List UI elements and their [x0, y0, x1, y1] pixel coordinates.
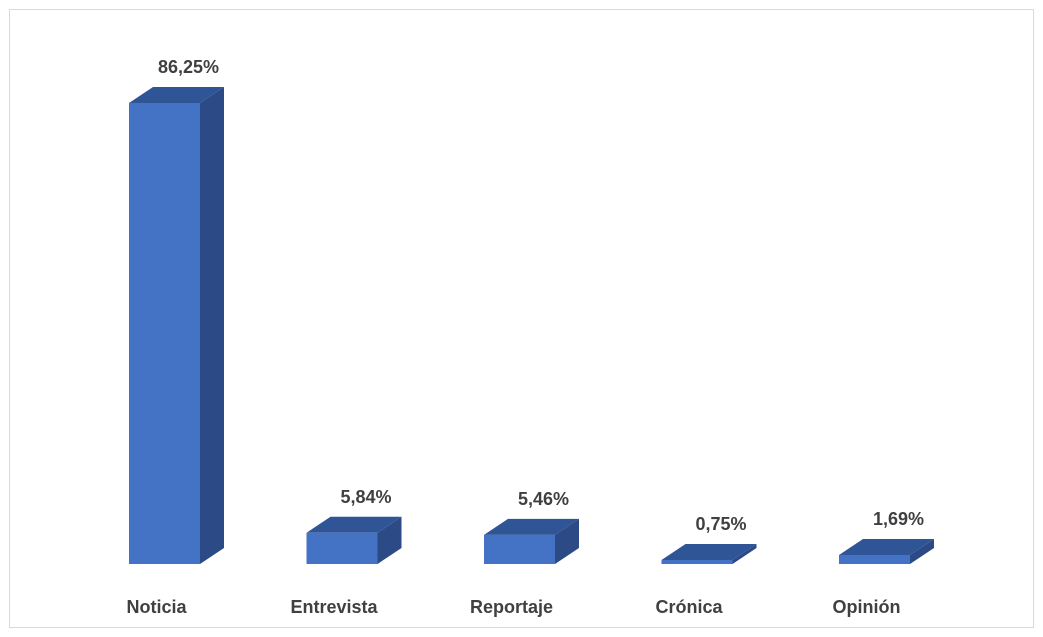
bar-entrevista — [306, 516, 402, 564]
bar-front-face — [129, 103, 200, 564]
category-labels-group: Noticia Entrevista Reportaje Crónica Opinión — [126, 597, 900, 617]
value-labels-group: 86,25% 5,84% 5,46% 0,75% 1,69% — [158, 57, 924, 534]
bar-opinión — [839, 538, 934, 564]
category-label: Reportaje — [470, 597, 553, 617]
bar-side-face — [910, 538, 934, 564]
bar-front-face — [484, 534, 555, 564]
bar-front-face — [306, 532, 378, 564]
value-label: 5,46% — [518, 489, 569, 509]
bar-noticia — [129, 87, 224, 564]
bar-top-face — [661, 543, 757, 560]
bar-side-face — [732, 543, 757, 564]
bar-crónica — [661, 543, 757, 564]
category-label: Noticia — [126, 597, 187, 617]
bar-side-face — [377, 516, 402, 564]
value-label: 86,25% — [158, 57, 219, 77]
value-label: 1,69% — [873, 509, 924, 529]
value-label: 5,84% — [340, 487, 391, 507]
bar-front-face — [661, 559, 733, 564]
bar-top-face — [306, 516, 402, 533]
bar-reportaje — [484, 518, 579, 564]
category-label: Opinión — [833, 597, 901, 617]
bar-front-face — [839, 554, 910, 564]
bar-side-face — [200, 87, 224, 564]
value-label: 0,75% — [695, 514, 746, 534]
bars-group — [129, 87, 934, 564]
category-label: Entrevista — [290, 597, 378, 617]
bar-top-face — [484, 518, 579, 535]
bar-top-face — [129, 87, 224, 103]
bar-top-face — [839, 538, 934, 555]
bar-side-face — [555, 518, 579, 564]
category-label: Crónica — [655, 597, 723, 617]
